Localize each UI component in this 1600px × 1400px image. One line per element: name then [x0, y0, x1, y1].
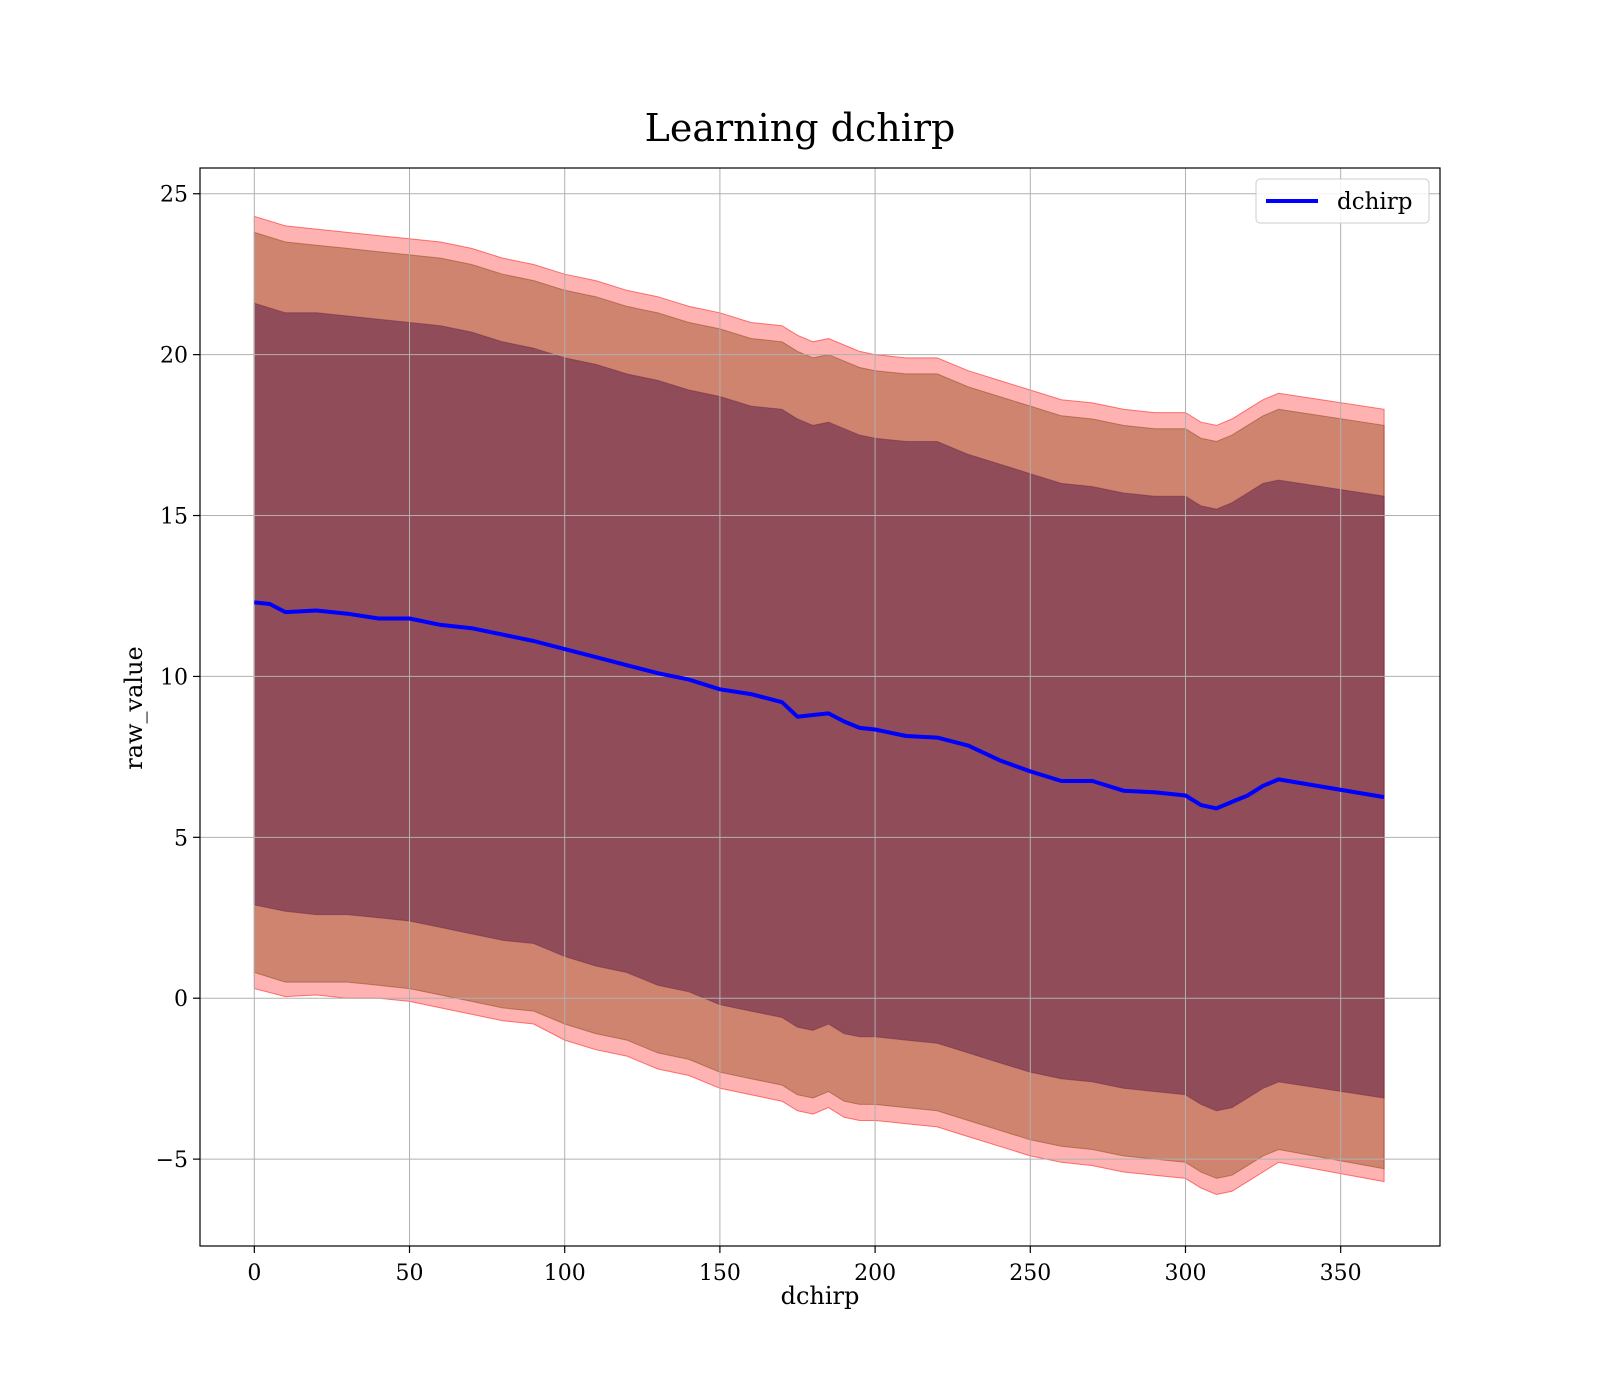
series-line-dchirp [254, 600, 1385, 811]
y-tick-label: −5 [156, 1148, 188, 1173]
x-tick-label: 50 [396, 1261, 424, 1286]
y-tick-label: 10 [160, 665, 188, 690]
plot-frame [199, 167, 1441, 1247]
x-tick-label: 300 [1164, 1261, 1206, 1286]
y-axis-title: raw_value [120, 646, 148, 770]
chart-title: Learning dchirp [645, 106, 956, 150]
y-tick-label: 20 [160, 344, 188, 369]
x-tick-label: 150 [699, 1261, 741, 1286]
legend: dchirp [1255, 178, 1430, 224]
y-tick-label: 25 [160, 183, 188, 208]
y-axis-ticks: −5 0 5 10 15 20 25 [156, 183, 200, 1173]
legend-label-dchirp: dchirp [1337, 189, 1413, 215]
grid [200, 168, 1440, 1246]
x-tick-label: 100 [544, 1261, 586, 1286]
x-tick-label: 250 [1009, 1261, 1051, 1286]
x-tick-label: 200 [854, 1261, 896, 1286]
y-tick-label: 15 [160, 505, 188, 530]
band-inner [253, 302, 1385, 1112]
y-tick-label: 0 [174, 987, 188, 1012]
x-tick-label: 350 [1320, 1261, 1362, 1286]
confidence-bands [253, 215, 1385, 1196]
x-axis-ticks: 0 50 100 150 200 250 300 350 [247, 1246, 1362, 1286]
x-tick-label: 0 [247, 1261, 261, 1286]
x-axis-title: dchirp [781, 1282, 860, 1310]
legend-box [1255, 178, 1430, 224]
y-tick-label: 5 [174, 826, 188, 851]
series-lines [254, 600, 1385, 811]
